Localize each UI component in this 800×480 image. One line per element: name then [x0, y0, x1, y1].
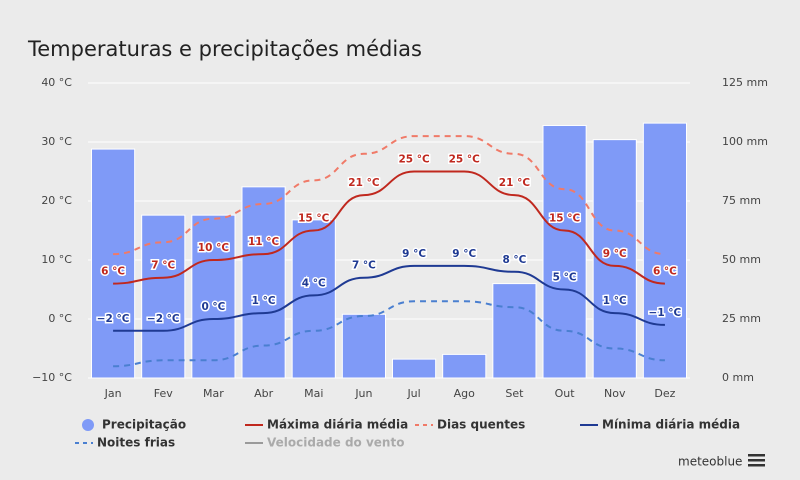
x-tick-label: Jul [406, 387, 420, 400]
x-tick-label: Ago [454, 387, 476, 400]
data-label: 6 °C [101, 266, 125, 278]
data-label: 1 °C [252, 295, 276, 307]
x-tick-label: Nov [604, 387, 626, 400]
data-label: 7 °C [151, 260, 175, 272]
x-tick-label: Fev [154, 387, 173, 400]
x-tick-label: Jun [354, 387, 372, 400]
bar [542, 124, 587, 379]
bar [592, 139, 637, 379]
data-label: 8 °C [502, 254, 526, 266]
legend-label[interactable]: Precipitação [102, 418, 186, 432]
data-label: −1 °C [649, 307, 682, 319]
data-label: 25 °C [449, 154, 481, 166]
y-tick-label: 20 °C [41, 194, 72, 207]
data-label: −2 °C [147, 313, 180, 325]
chart-title: Temperaturas e precipitações médias [27, 37, 422, 61]
data-label: 7 °C [352, 260, 376, 272]
data-label: 15 °C [549, 213, 581, 225]
x-tick-label: Dez [654, 387, 675, 400]
y2-tick-label: 125 mm [722, 76, 768, 89]
data-label: −2 °C [97, 313, 130, 325]
legend-label[interactable]: Noites frias [97, 436, 175, 450]
data-label: 9 °C [603, 248, 627, 260]
legend-marker [82, 419, 94, 431]
y-tick-label: 30 °C [41, 135, 72, 148]
y2-tick-label: 50 mm [722, 253, 761, 266]
bar [392, 358, 437, 379]
x-tick-label: Mai [304, 387, 323, 400]
bar [241, 186, 286, 379]
data-label: 25 °C [398, 154, 430, 166]
x-tick-label: Jan [104, 387, 122, 400]
bar [91, 148, 136, 379]
bar [341, 313, 386, 379]
line [113, 264, 665, 332]
data-label: 9 °C [402, 248, 426, 260]
data-label: 15 °C [298, 213, 330, 225]
legend-label[interactable]: Velocidade do vento [267, 436, 404, 450]
bar [442, 353, 487, 379]
legend-label[interactable]: Máxima diária média [267, 418, 408, 432]
legend-label[interactable]: Mínima diária média [602, 418, 740, 432]
x-tick-label: Out [555, 387, 576, 400]
dashed-line [113, 135, 665, 256]
bar [642, 122, 687, 379]
y-tick-label: 0 °C [48, 312, 72, 325]
y-tick-label: 40 °C [41, 76, 72, 89]
x-tick-label: Set [505, 387, 524, 400]
y-tick-label: −10 °C [32, 371, 72, 384]
x-tick-label: Abr [254, 387, 274, 400]
line [113, 170, 665, 285]
data-label: 9 °C [452, 248, 476, 260]
data-label: 0 °C [201, 301, 225, 313]
y-tick-label: 10 °C [41, 253, 72, 266]
y2-tick-label: 75 mm [722, 194, 761, 207]
credit: meteoblue [678, 455, 742, 469]
data-label: 21 °C [499, 177, 531, 189]
bar [141, 214, 186, 379]
y2-tick-label: 0 mm [722, 371, 754, 384]
data-label: 21 °C [348, 177, 380, 189]
y2-tick-label: 100 mm [722, 135, 768, 148]
data-label: 5 °C [553, 272, 577, 284]
bar [191, 214, 236, 379]
data-label: 1 °C [603, 295, 627, 307]
legend-label[interactable]: Dias quentes [437, 418, 525, 432]
y2-tick-label: 25 mm [722, 312, 761, 325]
data-label: 4 °C [302, 277, 326, 289]
dashed-line [113, 300, 665, 368]
menu-icon[interactable] [746, 451, 768, 471]
x-tick-label: Mar [203, 387, 224, 400]
bar [492, 283, 537, 379]
data-label: 6 °C [653, 266, 677, 278]
data-label: 10 °C [198, 242, 230, 254]
data-label: 11 °C [248, 236, 280, 248]
